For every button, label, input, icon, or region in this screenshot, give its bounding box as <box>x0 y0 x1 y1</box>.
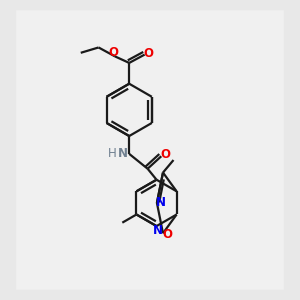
Text: O: O <box>160 148 170 161</box>
Text: O: O <box>162 228 172 241</box>
FancyBboxPatch shape <box>16 10 284 290</box>
Text: O: O <box>108 46 118 59</box>
Text: O: O <box>143 47 154 60</box>
Text: N: N <box>118 147 128 161</box>
Text: N: N <box>156 196 166 208</box>
Text: H: H <box>108 147 117 161</box>
Text: N: N <box>152 224 162 237</box>
